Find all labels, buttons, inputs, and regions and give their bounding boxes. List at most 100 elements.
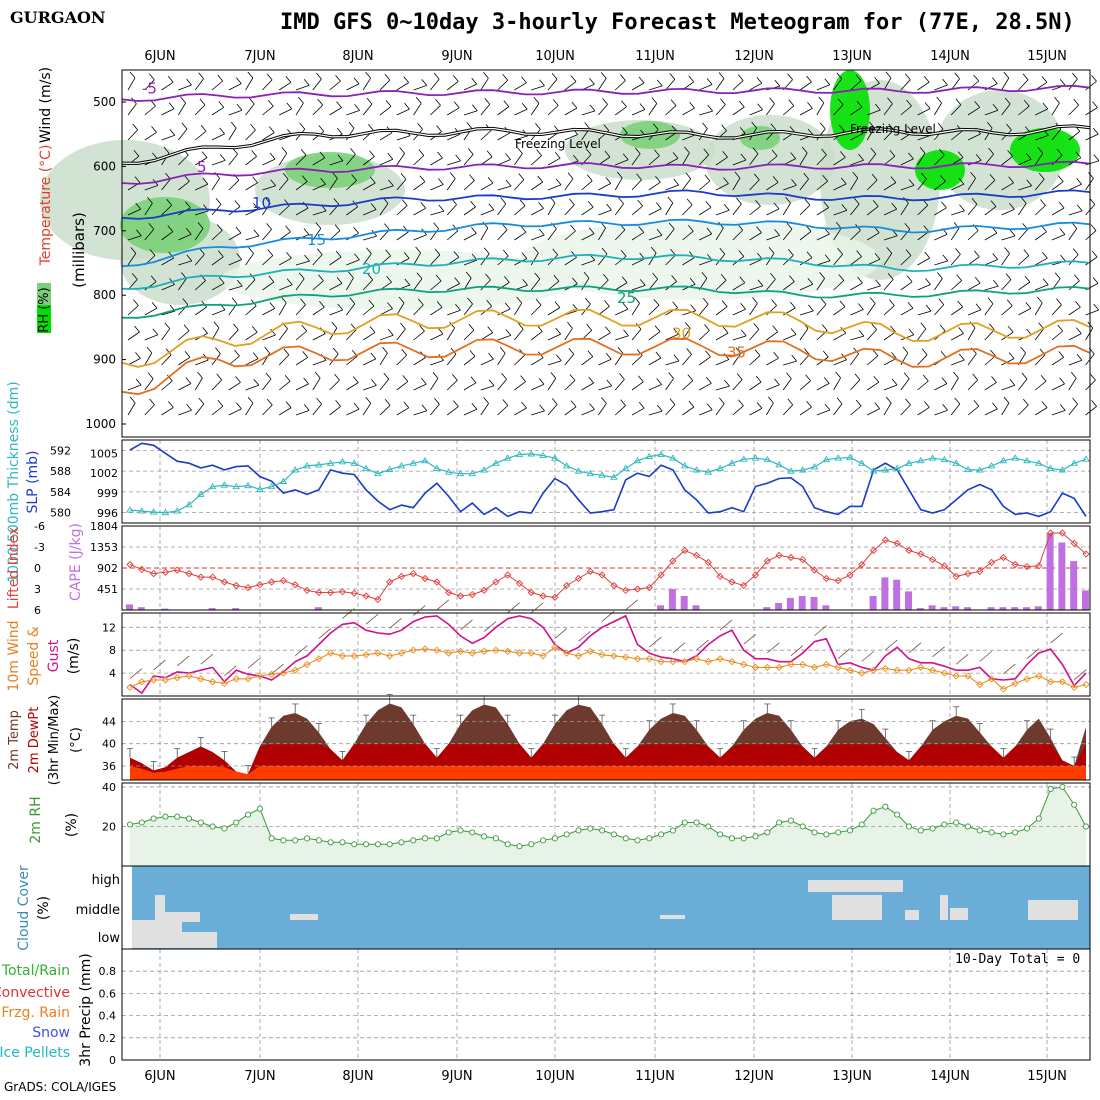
wind-barb [682, 107, 695, 116]
wind-barb-flag [505, 179, 512, 187]
wind-barb-flag [1026, 179, 1033, 186]
rh2m-marker-44 [646, 835, 653, 842]
wind-barb-flag [399, 147, 405, 154]
wind-barb [1001, 208, 1015, 216]
wind-speed-marker-5 [185, 672, 193, 680]
wind-barb-flag [824, 254, 831, 261]
wind-barb-flag [874, 402, 881, 409]
wind-barb-flag [1090, 224, 1097, 231]
lifted-index-marker-68 [928, 555, 937, 564]
wind-barb [1068, 359, 1083, 366]
wind-barb-flag [539, 404, 545, 412]
thickness-marker-79 [1058, 466, 1067, 473]
precip-legend-4: Ice Pellets [0, 1045, 70, 1061]
wind-barb-flag [671, 275, 677, 282]
wind-barb [900, 185, 915, 191]
rh2m-marker-21 [374, 841, 381, 848]
wind-barb-flag [230, 121, 237, 129]
wind-barb-flag [821, 148, 827, 156]
wind-barb [430, 184, 444, 191]
wind-barb-flag [550, 372, 557, 379]
wind-barb-flag [790, 152, 797, 159]
wind-barb-flag [403, 401, 410, 409]
lifted-index-marker-67 [917, 550, 925, 558]
wind-barb [312, 333, 326, 341]
slp-tick-2: 999 [97, 487, 118, 500]
wind-barb [984, 153, 994, 166]
cloud-block-1 [132, 932, 217, 948]
wind-barb-flag [148, 223, 155, 230]
cape-bar-64 [881, 577, 889, 610]
wind-barb [783, 334, 797, 341]
wind-barb-flag [791, 178, 797, 186]
wind-barb-flag [337, 303, 344, 311]
cape-bar-74 [999, 607, 1007, 610]
wind-barb [413, 181, 426, 191]
wind-barb [648, 234, 663, 241]
wind-barb [883, 402, 892, 416]
wind-barb-flag [318, 125, 325, 132]
wind-barb-flag [919, 146, 926, 154]
wind-barb [245, 331, 258, 341]
wind-barb [598, 78, 607, 91]
wind-barb [144, 404, 155, 416]
wind-barb [1085, 107, 1098, 116]
wind-barb-flag [770, 123, 777, 131]
wind-barb [883, 235, 898, 241]
lifted-index-marker-21 [374, 595, 382, 604]
wind-barb [564, 81, 577, 91]
wind-barb [984, 232, 998, 241]
wind-barb [766, 402, 774, 416]
wind-barb-flag [975, 303, 982, 311]
cloud-block-3 [160, 912, 200, 922]
wind-barb-flag [1003, 71, 1010, 79]
wind-barb-flag [669, 398, 676, 405]
wind-barb [262, 79, 273, 91]
rh2m-marker-4 [174, 813, 181, 820]
wind-barb-flag [992, 279, 999, 287]
wind-barb-flag [874, 253, 881, 260]
lifted-index-axis-label: Lifted Index [6, 527, 22, 609]
wind-barb-flag [552, 99, 559, 106]
rh2m-marker-20 [362, 841, 370, 848]
surface-wind-barb-78 [1050, 632, 1063, 644]
lifted-index-marker-37 [563, 581, 571, 590]
wind-barb [951, 333, 964, 341]
wind-barb-flag [652, 272, 658, 280]
wind-barb [699, 382, 712, 391]
wind-barb-flag [135, 229, 142, 236]
wind-barb-flag [620, 399, 626, 406]
wind-barb [245, 358, 259, 366]
temp2m-tick-0: 44 [102, 715, 116, 728]
wind-barb [446, 178, 456, 191]
wind-barb [799, 406, 812, 416]
thickness-marker-49 [704, 468, 713, 475]
rh2m-marker-60 [835, 829, 842, 836]
wind-barb-flag [487, 326, 494, 333]
wind-barb-flag [839, 151, 846, 158]
wind-barb-flag [857, 303, 864, 310]
wind-barb-flag [453, 400, 459, 407]
wind-speed-marker-27 [445, 649, 453, 657]
wind-barb-flag [1073, 98, 1080, 106]
wind-barb [934, 207, 947, 216]
wind-barb-flag [1006, 299, 1013, 307]
wind-barb-flag [589, 104, 596, 112]
wind-barb [984, 355, 996, 366]
wind-barb-flag [501, 223, 508, 231]
wind-barb [295, 207, 309, 216]
wind-barb-flag [488, 379, 495, 386]
wind-barb-flag [151, 126, 157, 133]
wind-barb [480, 403, 489, 416]
lifted-index-marker-32 [504, 571, 512, 579]
cloud-block-12 [1030, 912, 1044, 920]
wind-barb [631, 258, 645, 266]
wind-speed-marker-67 [917, 663, 925, 672]
wind-barb-flag [891, 202, 898, 210]
pressure-tick-1: 600 [93, 159, 116, 173]
thickness-marker-61 [846, 453, 854, 461]
lifted-index-marker-41 [610, 581, 618, 590]
wind-barb-flag [502, 399, 509, 406]
precip-legend-1: Convective [0, 985, 70, 1001]
